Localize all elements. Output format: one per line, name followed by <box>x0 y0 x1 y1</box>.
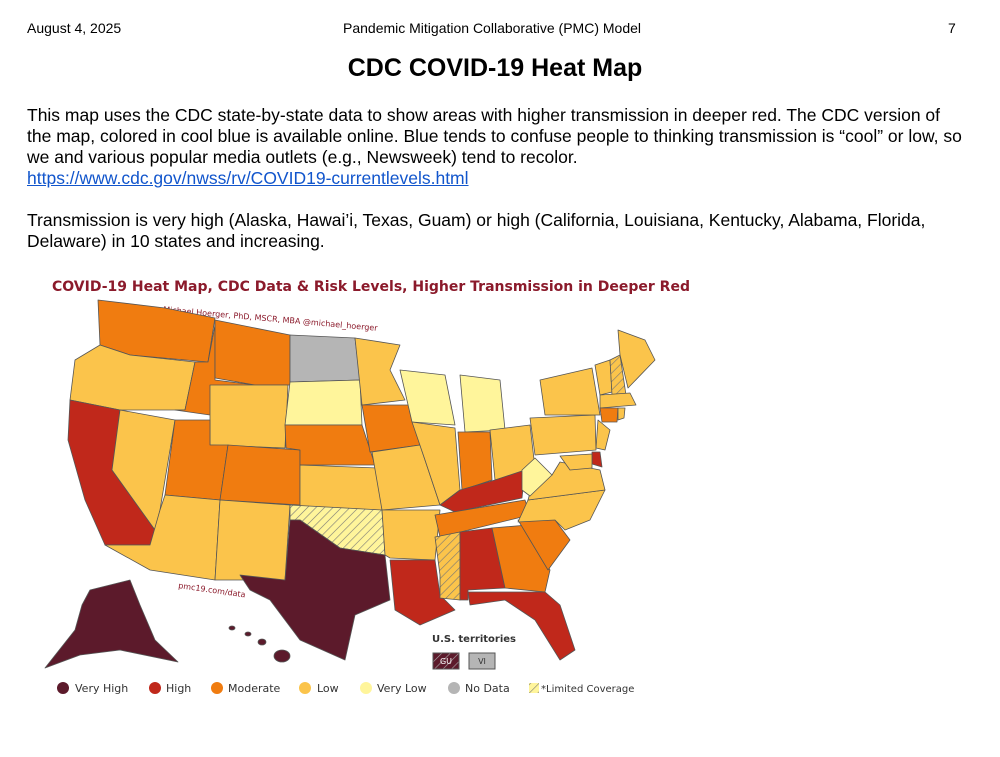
legend-label: No Data <box>465 682 510 695</box>
legend-label: Very High <box>75 682 128 695</box>
territory-label: VI <box>478 657 486 666</box>
territories-title: U.S. territories <box>432 634 516 645</box>
states <box>44 299 656 669</box>
heading: CDC COVID-19 Heat Map <box>347 54 643 82</box>
territory-box <box>468 652 496 670</box>
header-source: Pandemic Mitigation Collaborative (PMC) … <box>343 20 642 36</box>
header-date: August 4, 2025 <box>27 20 122 36</box>
legend-label: *Limited Coverage <box>541 684 634 695</box>
legend: Very High High Moderate Low Very Low No … <box>57 682 634 695</box>
paragraph-text: This map uses the CDC state-by-state dat… <box>27 105 962 167</box>
territory-box <box>432 652 460 670</box>
paragraph: Transmission is very high (Alaska, Hawai… <box>27 210 926 251</box>
legend-label: High <box>166 682 191 695</box>
map-source: pmc19.com/data <box>178 581 246 599</box>
map-title: COVID-19 Heat Map, CDC Data & Risk Level… <box>52 279 690 295</box>
map: COVID-19 Heat Map, CDC Data & Risk Level… <box>44 279 690 695</box>
legend-label: Moderate <box>228 682 281 695</box>
legend-label: Very Low <box>377 682 427 695</box>
territory-label: GU <box>440 657 452 666</box>
paragraph: This map uses the CDC state-by-state dat… <box>27 105 967 189</box>
link[interactable]: https://www.cdc.gov/nwss/rv/COVID19-curr… <box>27 168 469 188</box>
page-number: 7 <box>948 20 956 36</box>
legend-label: Low <box>317 682 339 695</box>
